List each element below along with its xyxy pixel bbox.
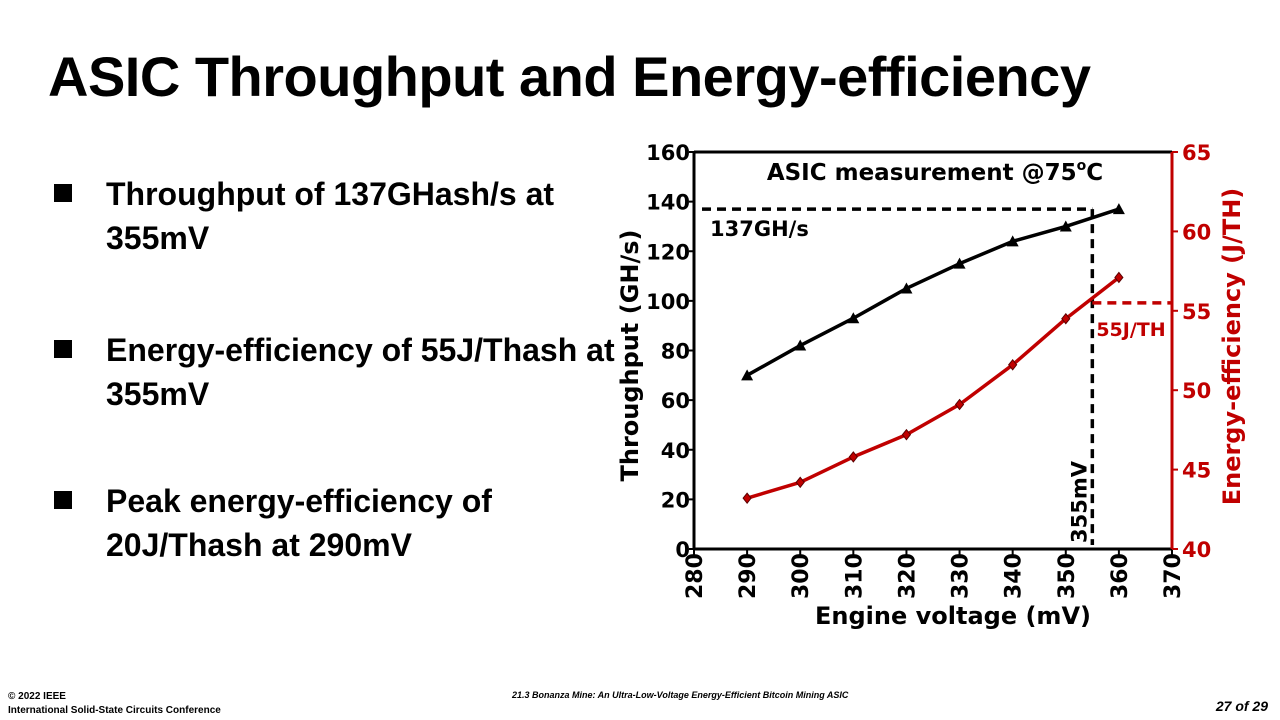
y-tick-label: 20 [661,488,690,512]
triangle-marker [900,282,913,294]
series-line-2 [746,276,1120,500]
y2-tick-label: 50 [1182,379,1211,403]
series-line-1 [746,207,1120,377]
x-tick-label: 320 [895,553,920,599]
y2-tick-label: 60 [1182,220,1211,244]
y2-tick-label: 45 [1182,459,1211,483]
x-tick-label: 310 [842,553,867,599]
diamond-marker [742,492,752,504]
bullet-square-icon [54,491,72,509]
y-tick-label: 160 [646,141,690,165]
y-tick-label: 120 [646,240,690,264]
diamond-marker [848,451,858,463]
voltage-annotation: 355mV [1067,460,1091,543]
x-tick-label: 340 [1002,553,1027,599]
chart-title-main: ASIC measurement @75 [767,160,1077,186]
x-tick-label: 300 [789,553,814,599]
y-tick-label: 80 [661,340,690,364]
y2-axis-label: Energy-efficiency (J/TH) [1218,188,1246,506]
bullet-text: Energy-efficiency of 55J/Thash at 355mV [106,332,615,412]
triangle-marker [1006,235,1019,247]
bullet-text: Throughput of 137GHash/s at 355mV [106,176,555,256]
y-tick-label: 140 [646,191,690,215]
chart-title-unit: C [1086,160,1103,186]
diamond-marker [954,398,965,411]
triangle-marker [847,312,860,324]
diamond-marker [1008,358,1018,371]
y-tick-label: 100 [646,290,690,314]
bullet-text: Peak energy-efficiency of 20J/Thash at 2… [106,483,492,563]
chart-title-superscript: o [1077,158,1087,174]
slide-title: ASIC Throughput and Energy-efficiency [48,45,1091,108]
y2-tick-label: 65 [1182,141,1211,165]
x-tick-label: 290 [736,553,761,599]
y2-tick-label: 55 [1182,300,1211,324]
triangle-marker [953,257,966,269]
diamond-marker [1061,312,1071,325]
x-axis-label: Engine voltage (mV) [815,602,1091,630]
diamond-marker [1114,271,1124,284]
triangle-marker [794,339,807,351]
diamond-marker [901,428,912,441]
diamond-marker [795,476,805,489]
y2-tick-label: 40 [1182,538,1211,562]
x-tick-label: 280 [683,553,708,599]
triangle-marker [741,369,754,381]
chart-title: ASIC measurement @75oC [767,158,1103,186]
y-tick-label: 60 [661,389,690,413]
x-tick-label: 350 [1055,553,1080,599]
efficiency-annotation: 55J/TH [1096,319,1165,341]
x-tick-label: 360 [1108,553,1133,599]
y-tick-label: 40 [661,439,690,463]
bullet-square-icon [54,184,72,202]
y-axis-label: Throughput (GH/s) [616,230,644,482]
footer-paper-title: 21.3 Bonanza Mine: An Ultra-Low-Voltage … [512,690,849,700]
page-number: 27 of 29 [1215,698,1268,714]
footer-conference: International Solid-State Circuits Confe… [8,705,221,716]
bullet-square-icon [54,340,72,358]
throughput-annotation: 137GH/s [710,217,809,241]
footer-copyright: © 2022 IEEE [8,691,66,702]
x-tick-label: 330 [949,553,974,599]
triangle-marker [1059,220,1072,232]
y-tick-label: 0 [675,538,690,562]
x-tick-label: 370 [1161,553,1186,599]
triangle-marker [1112,203,1125,215]
